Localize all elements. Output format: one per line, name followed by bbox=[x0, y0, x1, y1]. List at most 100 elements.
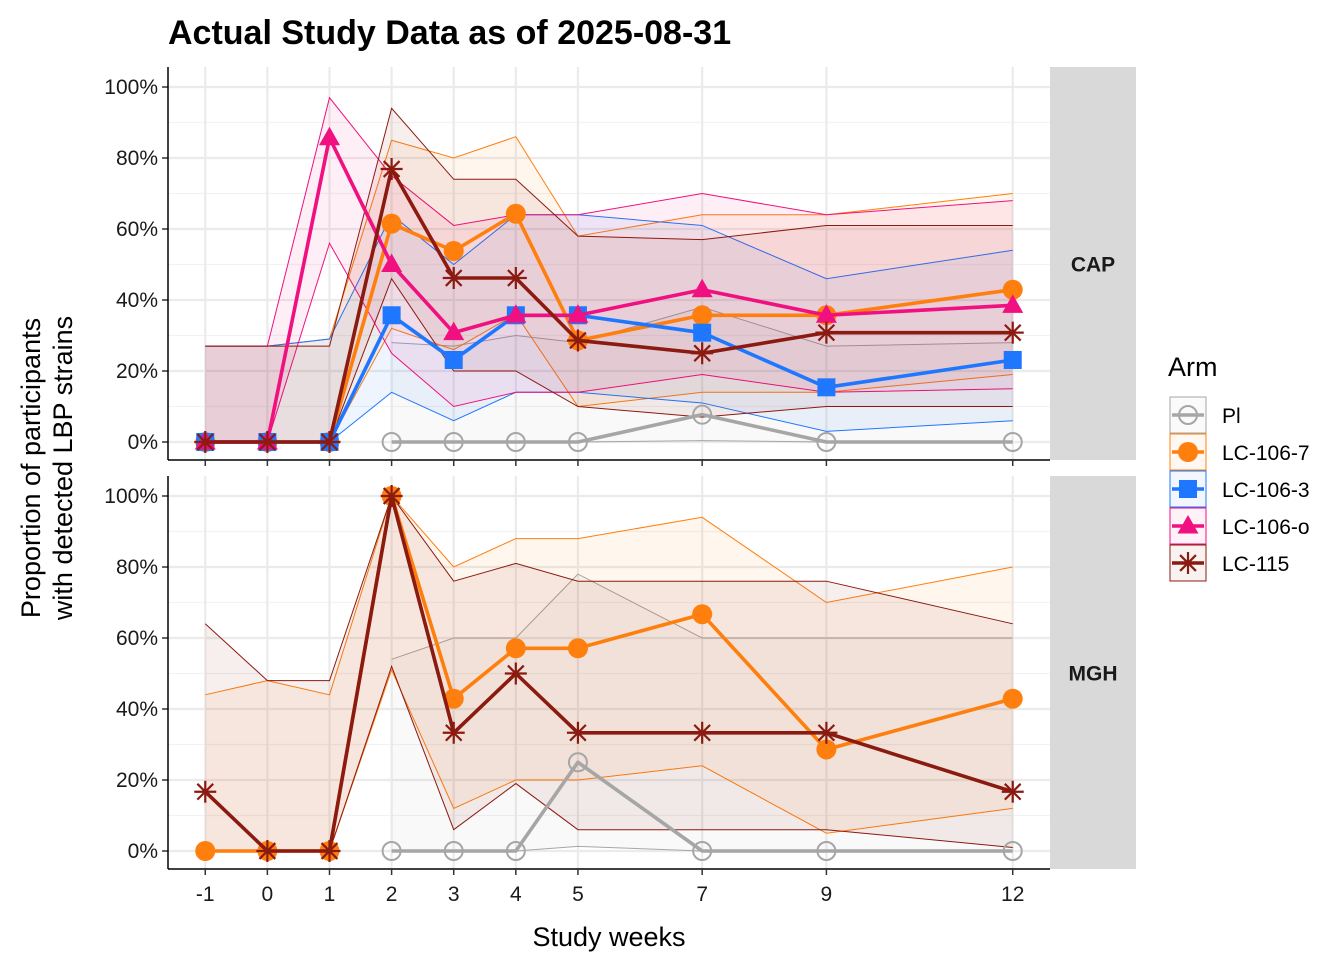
x-tick-label: 0 bbox=[262, 883, 274, 906]
data-point-lc-115 bbox=[1001, 780, 1024, 803]
data-point-lc-115 bbox=[815, 321, 838, 344]
data-point-pl bbox=[692, 404, 713, 425]
legend-label-lc-106-3: LC-106-3 bbox=[1222, 479, 1310, 502]
legend-key-lc-115 bbox=[1169, 544, 1207, 582]
legend-marker-lc-106-o bbox=[1177, 515, 1199, 534]
data-point-lc-106-7 bbox=[505, 203, 526, 224]
y-tick-label: 40% bbox=[116, 289, 158, 312]
x-axis-title: Study weeks bbox=[532, 922, 685, 952]
x-tick-label: 7 bbox=[696, 883, 708, 906]
data-point-pl bbox=[692, 841, 713, 861]
data-point-lc-115 bbox=[194, 780, 217, 803]
data-point-lc-106-3 bbox=[693, 323, 712, 342]
data-point-lc-115 bbox=[318, 431, 341, 453]
ribbon-lc-106-7 bbox=[205, 136, 1013, 442]
y-tick-label: 80% bbox=[116, 147, 158, 170]
y-tick-label: 0% bbox=[128, 840, 158, 863]
data-point-lc-115 bbox=[380, 158, 403, 181]
ribbon-lower-lc-106-o bbox=[205, 241, 1013, 443]
data-point-lc-106-o bbox=[505, 304, 527, 323]
data-point-pl bbox=[381, 841, 402, 861]
series-line-lc-115 bbox=[204, 494, 1014, 853]
legend-label-pl: Pl bbox=[1222, 405, 1241, 428]
data-point-pl bbox=[567, 432, 588, 452]
y-axis-title-line2: with detected LBP strains bbox=[48, 316, 78, 621]
panel-cap: 0% 20% 40% 60% 80% 100% CAP bbox=[104, 67, 1136, 466]
data-point-lc-106-7 bbox=[567, 638, 588, 659]
x-tick-label: 9 bbox=[821, 883, 833, 906]
y-tick-label: 60% bbox=[116, 627, 158, 650]
data-point-lc-106-o bbox=[318, 126, 340, 146]
data-point-lc-106-o bbox=[1002, 294, 1024, 313]
facet-strip-label: MGH bbox=[1069, 663, 1118, 686]
ribbon-pl bbox=[391, 574, 1013, 851]
legend-marker-lc-115 bbox=[1177, 552, 1199, 574]
data-point-lc-106-7 bbox=[816, 739, 837, 760]
data-point-lc-115 bbox=[566, 721, 589, 744]
series-line-pl bbox=[391, 412, 1013, 444]
data-point-lc-115 bbox=[504, 266, 527, 289]
y-tick-label: 40% bbox=[116, 698, 158, 721]
legend-marker-pl bbox=[1178, 405, 1198, 425]
data-point-lc-106-7 bbox=[692, 305, 713, 326]
legend-marker-lc-106-3 bbox=[1179, 480, 1197, 498]
y-tick-label: 60% bbox=[116, 218, 158, 241]
data-point-lc-115 bbox=[318, 840, 341, 862]
ribbon-lc-106-o bbox=[205, 97, 1013, 443]
data-point-lc-106-3 bbox=[817, 378, 836, 397]
data-point-lc-115 bbox=[256, 840, 279, 862]
y-tick-label: 100% bbox=[104, 485, 158, 508]
legend-label-lc-115: LC-115 bbox=[1222, 553, 1289, 576]
legend-key-lc-106-3 bbox=[1169, 470, 1207, 508]
facet-strip bbox=[1050, 476, 1136, 869]
y-tick-label: 20% bbox=[116, 360, 158, 383]
data-point-lc-115 bbox=[566, 329, 589, 352]
data-point-lc-115 bbox=[504, 662, 527, 685]
data-point-pl bbox=[816, 432, 837, 452]
legend-label-lc-106-o: LC-106-o bbox=[1222, 516, 1310, 539]
data-point-lc-106-7 bbox=[195, 841, 216, 861]
x-tick-label: 2 bbox=[386, 883, 398, 906]
ribbon-upper-lc-115 bbox=[204, 494, 1013, 682]
x-tick-label: 1 bbox=[324, 883, 336, 906]
chart-title: Actual Study Data as of 2025-08-31 bbox=[168, 14, 731, 52]
data-point-lc-115 bbox=[1001, 321, 1024, 344]
series-line-lc-115 bbox=[205, 167, 1013, 444]
y-axis-title-line1: Proportion of participants bbox=[16, 318, 46, 618]
data-point-pl bbox=[443, 432, 464, 452]
data-point-lc-106-o bbox=[567, 304, 589, 323]
data-point-lc-106-7 bbox=[381, 213, 402, 234]
data-point-pl bbox=[505, 432, 526, 452]
data-point-lc-115 bbox=[380, 485, 403, 507]
data-point-pl bbox=[505, 841, 526, 861]
data-point-pl bbox=[1002, 432, 1023, 452]
data-point-lc-106-7 bbox=[443, 241, 464, 262]
data-point-lc-106-7 bbox=[692, 604, 713, 625]
data-point-lc-106-7 bbox=[505, 638, 526, 659]
panel-background bbox=[168, 476, 1050, 869]
data-point-lc-106-o bbox=[691, 278, 713, 298]
ribbon-upper-lc-106-7 bbox=[205, 494, 1013, 696]
data-point-lc-106-3 bbox=[1003, 350, 1022, 369]
facet-strip bbox=[1050, 67, 1136, 460]
ribbon-upper-pl bbox=[391, 573, 1013, 660]
x-tick-label: 4 bbox=[510, 883, 522, 906]
legend-label-lc-106-7: LC-106-7 bbox=[1222, 442, 1310, 465]
y-tick-label: 0% bbox=[128, 431, 158, 454]
x-tick-label: -1 bbox=[196, 883, 215, 906]
panels: 0% 20% 40% 60% 80% 100% CAP 0% 20% 40% 60% 80% 100% M… bbox=[104, 67, 1136, 906]
data-point-lc-115 bbox=[442, 721, 465, 744]
ribbon-lc-115 bbox=[205, 496, 1013, 851]
data-point-lc-106-o bbox=[381, 253, 403, 272]
data-point-lc-115 bbox=[194, 431, 217, 453]
legend-title: Arm bbox=[1168, 352, 1218, 382]
x-tick-label: 5 bbox=[572, 883, 584, 906]
data-point-lc-106-3 bbox=[444, 350, 463, 369]
facet-strip-label: CAP bbox=[1071, 254, 1115, 277]
y-tick-label: 80% bbox=[116, 556, 158, 579]
ribbon-lc-115 bbox=[205, 108, 1013, 443]
ribbon-lc-106-3 bbox=[205, 214, 1013, 442]
legend-key-pl bbox=[1169, 396, 1207, 434]
legend: Arm Pl LC-106-7 LC-106-3 LC-106-o LC-115 bbox=[1168, 352, 1310, 582]
